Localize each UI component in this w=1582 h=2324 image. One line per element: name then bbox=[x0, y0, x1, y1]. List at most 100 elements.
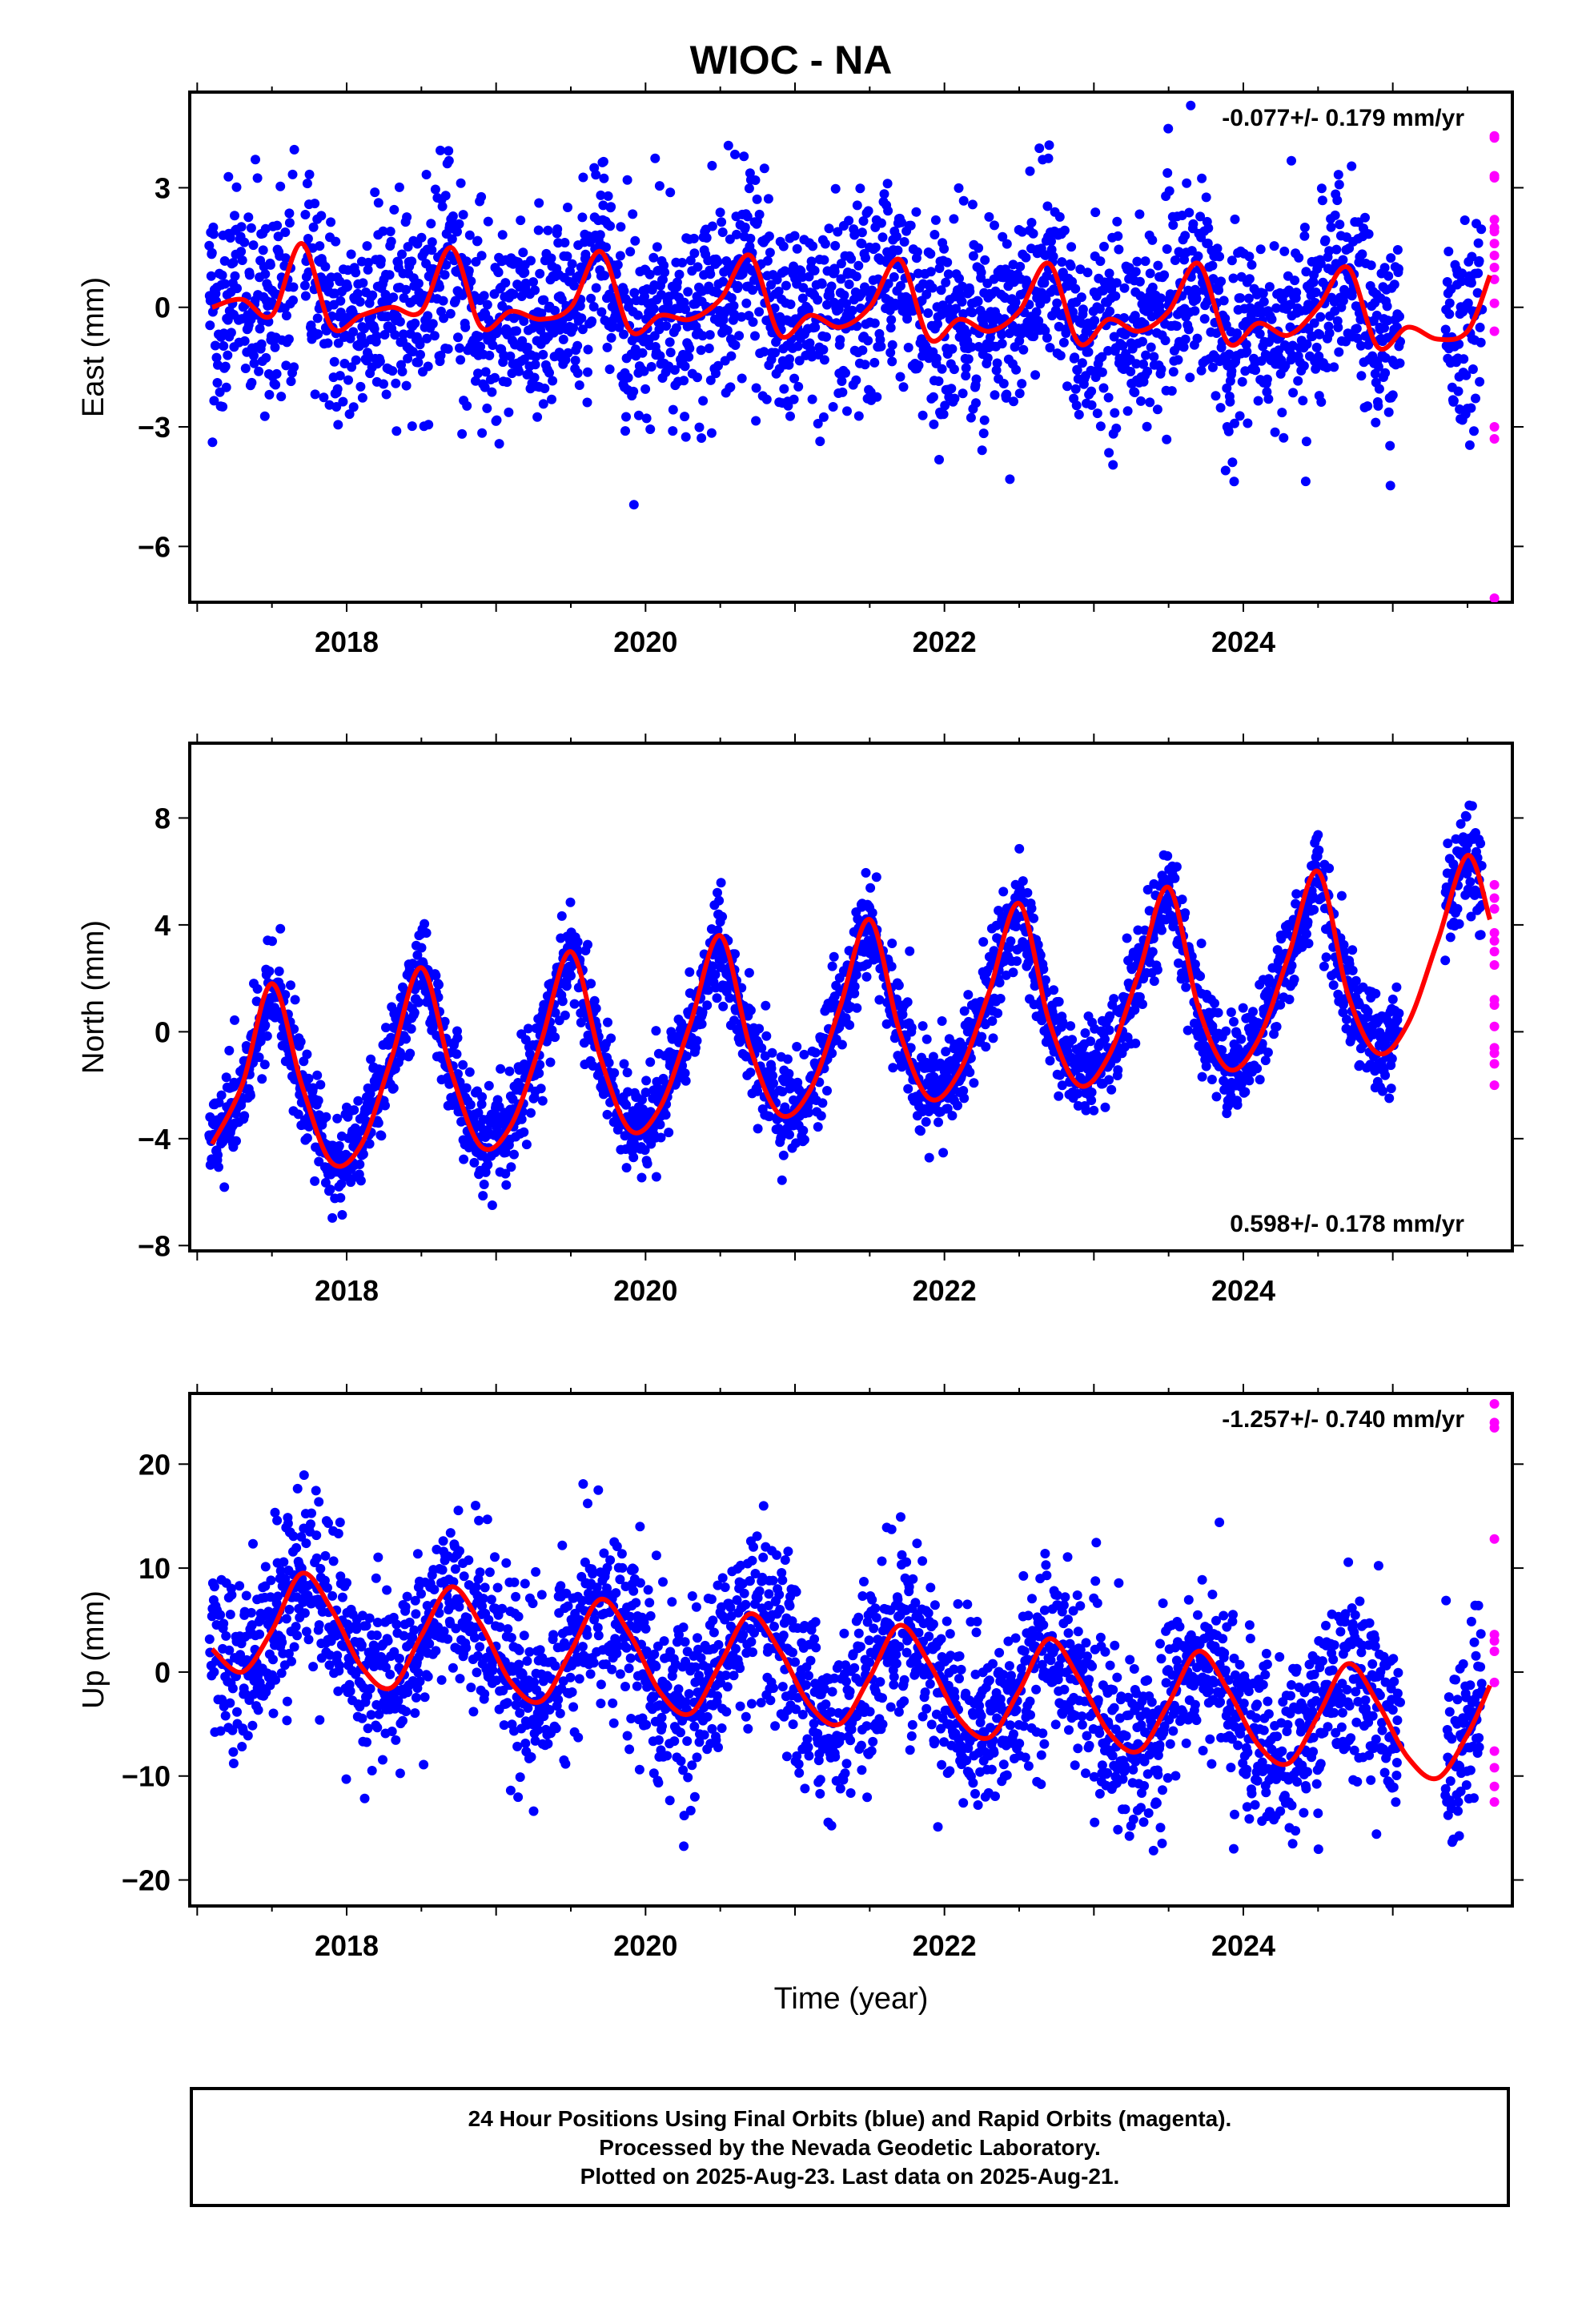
final-orbit-point bbox=[603, 1017, 612, 1027]
final-orbit-point bbox=[367, 290, 378, 300]
final-orbit-point bbox=[730, 149, 740, 159]
final-orbit-point bbox=[1031, 307, 1042, 317]
final-orbit-point bbox=[439, 313, 449, 324]
final-orbit-point bbox=[871, 872, 881, 883]
final-orbit-point bbox=[1066, 261, 1076, 271]
final-orbit-point bbox=[1049, 985, 1059, 995]
final-orbit-point bbox=[1170, 873, 1180, 883]
final-orbit-point bbox=[1002, 389, 1012, 400]
final-orbit-point bbox=[219, 341, 229, 351]
final-orbit-point bbox=[640, 1088, 651, 1098]
final-orbit-point bbox=[504, 1066, 515, 1076]
final-orbit-point bbox=[1466, 278, 1476, 288]
final-orbit-point bbox=[487, 387, 497, 397]
final-orbit-point bbox=[276, 392, 287, 402]
final-orbit-point bbox=[445, 308, 456, 319]
final-orbit-point bbox=[1291, 287, 1302, 298]
final-orbit-point bbox=[1035, 950, 1046, 960]
final-orbit-point bbox=[409, 1007, 420, 1018]
final-orbit-point bbox=[1054, 211, 1065, 222]
final-orbit-point bbox=[364, 1139, 375, 1149]
final-orbit-point bbox=[357, 392, 367, 403]
final-orbit-point bbox=[750, 331, 760, 341]
final-orbit-point bbox=[547, 394, 556, 404]
final-orbit-point bbox=[1317, 195, 1327, 206]
final-orbit-point bbox=[1471, 393, 1480, 404]
final-orbit-point bbox=[1363, 401, 1373, 412]
final-orbit-point bbox=[716, 878, 726, 888]
final-orbit-point bbox=[1095, 256, 1106, 267]
x-tick-label: 2024 bbox=[1211, 1274, 1275, 1307]
final-orbit-point bbox=[391, 378, 401, 388]
final-orbit-point bbox=[476, 1099, 487, 1109]
final-orbit-point bbox=[1086, 400, 1097, 410]
final-orbit-point bbox=[777, 1175, 787, 1185]
final-orbit-point bbox=[310, 1176, 320, 1186]
final-orbit-point bbox=[681, 304, 691, 315]
final-orbit-point bbox=[793, 1077, 803, 1088]
final-orbit-point bbox=[730, 949, 740, 959]
final-orbit-point bbox=[518, 247, 528, 258]
final-orbit-point bbox=[530, 360, 540, 370]
final-orbit-point bbox=[385, 227, 396, 236]
final-orbit-point bbox=[1338, 255, 1348, 265]
final-orbit-point bbox=[548, 376, 558, 386]
final-orbit-point bbox=[1025, 166, 1035, 176]
final-orbit-point bbox=[1040, 250, 1050, 260]
final-orbit-point bbox=[1048, 251, 1058, 262]
final-orbit-point bbox=[1171, 321, 1182, 332]
final-orbit-point bbox=[1090, 316, 1100, 326]
final-orbit-point bbox=[1029, 332, 1039, 342]
final-orbit-point bbox=[1134, 992, 1145, 1002]
final-orbit-point bbox=[312, 1070, 323, 1080]
final-orbit-point bbox=[1203, 296, 1213, 307]
final-orbit-point bbox=[244, 270, 255, 280]
final-orbit-point bbox=[1058, 337, 1069, 348]
final-orbit-point bbox=[680, 1068, 690, 1079]
final-orbit-point bbox=[863, 336, 873, 346]
final-orbit-point bbox=[280, 227, 291, 237]
final-orbit-point bbox=[1303, 324, 1314, 334]
final-orbit-point bbox=[206, 271, 216, 281]
final-orbit-point bbox=[568, 323, 579, 333]
final-orbit-point bbox=[257, 1074, 267, 1084]
final-orbit-point bbox=[1111, 423, 1122, 433]
final-orbit-point bbox=[300, 210, 311, 219]
final-orbit-point bbox=[640, 292, 649, 302]
final-orbit-point bbox=[1178, 342, 1189, 352]
final-orbit-point bbox=[295, 1036, 306, 1047]
final-orbit-point bbox=[1086, 386, 1097, 396]
final-orbit-point bbox=[427, 237, 437, 247]
final-orbit-point bbox=[852, 200, 862, 211]
final-orbit-point bbox=[804, 1108, 813, 1118]
final-orbit-point bbox=[785, 411, 795, 421]
final-orbit-point bbox=[565, 897, 576, 907]
final-orbit-point bbox=[236, 222, 247, 232]
final-orbit-point bbox=[459, 1154, 469, 1164]
final-orbit-point bbox=[1309, 318, 1319, 328]
final-orbit-point bbox=[834, 1022, 845, 1032]
final-orbit-point bbox=[226, 328, 236, 338]
final-orbit-point bbox=[288, 282, 299, 292]
final-orbit-point bbox=[815, 436, 825, 447]
final-orbit-point bbox=[437, 201, 448, 211]
final-orbit-point bbox=[645, 1107, 656, 1117]
final-orbit-point bbox=[825, 290, 835, 300]
final-orbit-point bbox=[310, 389, 320, 400]
final-orbit-point bbox=[332, 1113, 343, 1124]
final-orbit-point bbox=[304, 169, 315, 179]
final-orbit-point bbox=[444, 146, 454, 156]
final-orbit-point bbox=[1105, 1011, 1115, 1021]
final-orbit-point bbox=[1464, 440, 1475, 450]
final-orbit-point bbox=[941, 1047, 951, 1057]
final-orbit-point bbox=[502, 377, 512, 388]
rapid-orbit-point bbox=[1489, 223, 1500, 233]
final-orbit-point bbox=[603, 191, 613, 201]
final-orbit-point bbox=[829, 267, 840, 276]
final-orbit-point bbox=[729, 309, 739, 320]
final-orbit-point bbox=[978, 428, 989, 439]
final-orbit-point bbox=[1335, 219, 1345, 230]
final-orbit-point bbox=[973, 296, 983, 307]
final-orbit-point bbox=[396, 1051, 407, 1061]
final-orbit-point bbox=[1316, 183, 1327, 194]
